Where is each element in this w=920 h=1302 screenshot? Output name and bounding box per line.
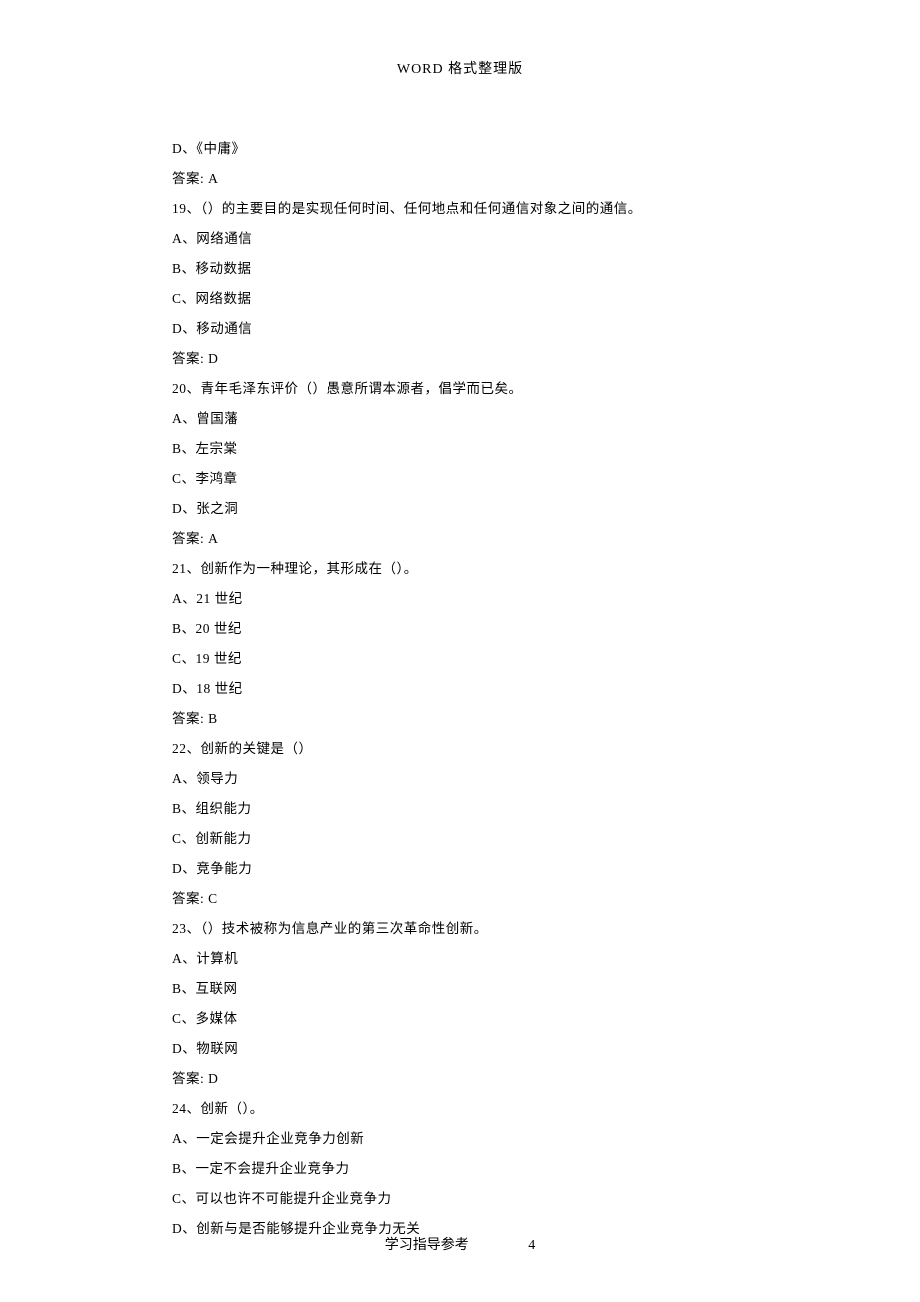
- document-body: D、《中庸》 答案: A 19、（）的主要目的是实现任何时间、任何地点和任何通信…: [0, 78, 760, 1244]
- footer-text: 学习指导参考: [385, 1238, 469, 1253]
- page-header: WORD 格式整理版: [0, 0, 920, 78]
- text-line: C、李鸿章: [172, 464, 760, 494]
- page-footer: 学习指导参考 4: [0, 1234, 920, 1254]
- text-line: A、网络通信: [172, 224, 760, 254]
- text-line: D、18 世纪: [172, 674, 760, 704]
- text-line: 22、创新的关键是（）: [172, 734, 760, 764]
- text-line: C、19 世纪: [172, 644, 760, 674]
- text-line: B、一定不会提升企业竞争力: [172, 1154, 760, 1184]
- text-line: B、移动数据: [172, 254, 760, 284]
- text-line: 答案: D: [172, 1064, 760, 1094]
- text-line: A、曾国藩: [172, 404, 760, 434]
- text-line: 答案: A: [172, 164, 760, 194]
- text-line: 答案: A: [172, 524, 760, 554]
- text-line: 答案: B: [172, 704, 760, 734]
- text-line: 24、创新（）。: [172, 1094, 760, 1124]
- text-line: B、互联网: [172, 974, 760, 1004]
- text-line: A、21 世纪: [172, 584, 760, 614]
- text-line: A、一定会提升企业竞争力创新: [172, 1124, 760, 1154]
- text-line: 答案: C: [172, 884, 760, 914]
- text-line: A、领导力: [172, 764, 760, 794]
- text-line: B、左宗棠: [172, 434, 760, 464]
- text-line: 答案: D: [172, 344, 760, 374]
- text-line: D、物联网: [172, 1034, 760, 1064]
- text-line: C、创新能力: [172, 824, 760, 854]
- text-line: 21、创新作为一种理论，其形成在（）。: [172, 554, 760, 584]
- text-line: C、多媒体: [172, 1004, 760, 1034]
- text-line: C、网络数据: [172, 284, 760, 314]
- text-line: 20、青年毛泽东评价（）愚意所谓本源者，倡学而已矣。: [172, 374, 760, 404]
- text-line: 19、（）的主要目的是实现任何时间、任何地点和任何通信对象之间的通信。: [172, 194, 760, 224]
- text-line: D、移动通信: [172, 314, 760, 344]
- text-line: 23、（）技术被称为信息产业的第三次革命性创新。: [172, 914, 760, 944]
- text-line: D、《中庸》: [172, 134, 760, 164]
- text-line: B、组织能力: [172, 794, 760, 824]
- page-number: 4: [528, 1238, 535, 1254]
- text-line: C、可以也许不可能提升企业竞争力: [172, 1184, 760, 1214]
- text-line: B、20 世纪: [172, 614, 760, 644]
- text-line: D、张之洞: [172, 494, 760, 524]
- text-line: D、竞争能力: [172, 854, 760, 884]
- text-line: A、计算机: [172, 944, 760, 974]
